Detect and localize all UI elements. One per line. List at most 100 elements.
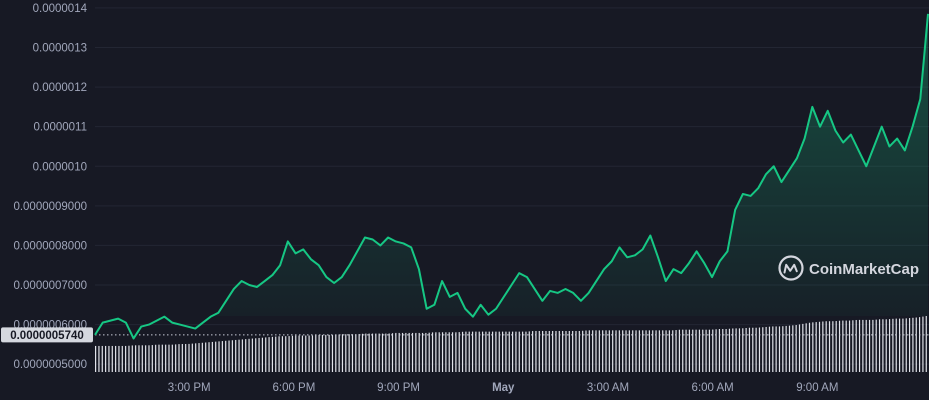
volume-bar (888, 319, 891, 372)
volume-bar (792, 325, 794, 372)
volume-bar (775, 326, 777, 372)
volume-bar (705, 329, 707, 372)
volume-bar (508, 331, 510, 372)
y-tick-label: 0.0000007000 (13, 280, 87, 292)
volume-bar (341, 334, 344, 372)
volume-bar (438, 332, 440, 372)
volume-bar (635, 330, 637, 372)
volume-bar (195, 343, 197, 372)
volume-bar (325, 334, 327, 372)
volume-bar (365, 333, 367, 372)
volume-bar (401, 332, 404, 372)
volume-bar (922, 316, 924, 372)
volume-bar (522, 331, 524, 372)
volume-bar (698, 329, 701, 372)
volume-bar (468, 331, 470, 372)
volume-bar (728, 328, 731, 372)
volume-bar (321, 334, 324, 372)
volume-bar (718, 329, 721, 372)
volume-bar (235, 339, 237, 372)
y-tick-label: 0.0000008000 (13, 240, 87, 252)
volume-bar (458, 332, 460, 372)
volume-bar (428, 332, 430, 372)
volume-bar (171, 344, 173, 372)
y-tick-label: 0.0000005000 (13, 359, 87, 371)
volume-bar (565, 330, 567, 372)
volume-bar (842, 320, 844, 372)
volume-bar (578, 330, 580, 372)
volume-bar (355, 334, 357, 372)
volume-bar (465, 331, 467, 372)
volume-bar (745, 328, 747, 372)
volume-bar (378, 333, 380, 372)
volume-bar (925, 316, 927, 372)
volume-bar (461, 331, 464, 372)
volume-bar (125, 345, 127, 372)
volume-bar (381, 333, 384, 372)
y-axis: 0.0000014 0.0000013 0.0000012 0.0000011 0.00… (13, 3, 87, 371)
volume-bar (435, 332, 437, 372)
volume-bar (575, 330, 577, 372)
x-tick-label: 3:00 AM (587, 382, 629, 394)
volume-bar (208, 342, 210, 372)
volume-bar (385, 333, 387, 372)
volume-bar (912, 317, 914, 372)
volume-bar (598, 330, 600, 372)
volume-bar (798, 324, 801, 372)
volume-bar (795, 325, 797, 372)
volume-bar (642, 330, 644, 372)
volume-bar (615, 330, 617, 372)
volume-bar (418, 332, 420, 372)
volume-bar (675, 330, 677, 372)
volume-bar (622, 330, 624, 372)
volume-bar (271, 336, 274, 372)
volume-bar (248, 338, 250, 372)
volume-bar (782, 326, 784, 372)
volume-bar (161, 344, 163, 372)
volume-bar (552, 330, 554, 372)
volume-bar (185, 344, 187, 372)
price-area-fill (211, 13, 928, 316)
price-line-layer[interactable] (94, 13, 929, 340)
volume-bar (351, 334, 354, 372)
volume-bar (648, 330, 650, 372)
start-price-label: 0.0000005740 (10, 330, 84, 342)
volume-bar (838, 320, 841, 372)
volume-bar (638, 330, 640, 372)
volume-bar (655, 330, 657, 372)
volume-bar (612, 330, 614, 372)
x-tick-label: 6:00 PM (272, 382, 315, 394)
volume-bar (375, 333, 377, 372)
volume-bar (865, 319, 867, 372)
price-area (211, 13, 928, 316)
start-price-badge: 0.0000005740 (1, 327, 93, 343)
volume-bar (238, 339, 240, 372)
volume-bar (115, 345, 117, 372)
volume-bar (358, 334, 360, 372)
volume-bar (175, 344, 177, 372)
volume-bar (441, 332, 444, 372)
volume-bar (645, 330, 647, 372)
volume-bar (812, 322, 814, 372)
y-tick-label: 0.0000010 (33, 161, 87, 173)
volume-bar (335, 334, 337, 372)
price-line[interactable] (94, 13, 929, 340)
volume-bar (825, 321, 827, 372)
volume-bar (918, 317, 921, 372)
volume-bar (805, 323, 807, 372)
volume-bar (545, 330, 547, 372)
volume-bar (868, 319, 871, 372)
volume-bar (191, 343, 193, 372)
x-tick-label: 3:00 PM (168, 382, 211, 394)
volume-bar (872, 319, 874, 372)
volume-bar (605, 330, 607, 372)
volume-bar (408, 332, 410, 372)
volume-bar (261, 337, 263, 372)
volume-bar (225, 340, 227, 372)
volume-bar (218, 341, 220, 372)
volume-bar (588, 330, 590, 372)
y-tick-label: 0.0000011 (33, 122, 87, 134)
volume-bar (595, 330, 597, 372)
